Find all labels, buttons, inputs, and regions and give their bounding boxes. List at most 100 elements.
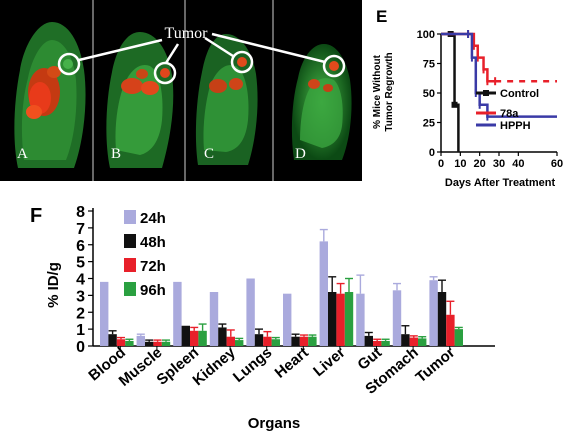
category-label: Liver — [310, 344, 349, 380]
bar-stomach-72h — [409, 337, 418, 346]
bar-lungs-48h — [254, 334, 264, 346]
tumor-label: Tumor — [165, 25, 209, 42]
category-label: Tumor — [412, 344, 458, 386]
bar-spleen-48h — [181, 325, 190, 346]
category-label: Lungs — [230, 344, 275, 386]
y-tick-label: 75 — [423, 59, 435, 71]
bar-stomach-48h — [401, 334, 410, 346]
legend-label-control: Control — [500, 88, 539, 100]
mouse-image-a — [14, 22, 86, 168]
legend-label-48h: 48h — [140, 234, 166, 251]
y-axis-label: % Mice WithoutTumor Regrowth — [372, 52, 395, 131]
tumor-circle-c — [230, 50, 254, 74]
legend-label-24h: 24h — [140, 210, 166, 227]
bar-heart-48h — [291, 336, 300, 346]
bar-gut-72h — [373, 340, 382, 346]
bar-spleen-72h — [190, 330, 199, 346]
bar-muscle-96h — [161, 341, 171, 346]
bar-lungs-72h — [263, 336, 272, 346]
y-tick-label: 0 — [429, 147, 435, 159]
bar-blood-72h — [116, 339, 126, 346]
bar-spleen-24h — [173, 281, 182, 346]
bar-liver-96h — [344, 292, 354, 346]
category-label: Heart — [272, 344, 312, 382]
imaging-panel: Tumor A B C D — [0, 0, 362, 181]
y-tick-label: 8 — [76, 204, 85, 221]
legend-label-78a: 78a — [500, 108, 519, 120]
y-tick-label: 50 — [423, 88, 435, 100]
legend-marker — [483, 90, 489, 96]
tumor-circle-b — [153, 61, 177, 85]
panel-letter-a: A — [17, 146, 28, 162]
x-tick-label: 40 — [512, 158, 524, 170]
y-tick-label: 100 — [417, 29, 435, 41]
x-tick-label: 60 — [551, 158, 563, 170]
panel-letter-c: C — [204, 146, 214, 162]
series-line-78a — [441, 32, 557, 83]
bar-tumor-48h — [437, 292, 447, 346]
bar-heart-24h — [283, 293, 292, 346]
bar-gut-48h — [364, 335, 373, 346]
category-label: Kidney — [189, 344, 239, 390]
legend-swatch-72h — [124, 258, 136, 272]
bar-heart-72h — [299, 336, 309, 346]
legend-swatch-24h — [124, 210, 136, 224]
panel-label-e: E — [376, 7, 387, 26]
y-axis-label: % ID/g — [45, 262, 62, 308]
bar-tumor-72h — [446, 314, 455, 346]
bar-kidney-96h — [235, 340, 244, 346]
mouse-image-d — [291, 44, 352, 160]
bar-lungs-24h — [246, 278, 255, 346]
y-tick-label: 7 — [76, 221, 85, 238]
x-axis-label: Organs — [248, 415, 301, 432]
tumor-circle-a — [57, 52, 81, 76]
bar-stomach-96h — [418, 338, 427, 346]
panel-letter-d: D — [295, 146, 306, 162]
x-tick-label: 20 — [474, 158, 486, 170]
x-tick-label: 10 — [454, 158, 466, 170]
bar-muscle-72h — [153, 341, 162, 346]
bar-heart-96h — [308, 336, 317, 346]
bar-kidney-24h — [209, 292, 219, 346]
bar-blood-24h — [100, 281, 109, 346]
y-tick-label: 3 — [76, 288, 85, 305]
y-tick-label: 5 — [76, 255, 85, 272]
bar-liver-48h — [328, 292, 337, 346]
legend-label-72h: 72h — [140, 258, 166, 275]
bar-liver-24h — [319, 241, 328, 346]
bar-kidney-72h — [226, 336, 235, 346]
x-tick-label: 30 — [493, 158, 505, 170]
legend-label-hpph: HPPH — [500, 120, 531, 132]
bar-kidney-48h — [218, 327, 227, 346]
bar-muscle-24h — [136, 335, 145, 346]
bar-gut-24h — [356, 293, 365, 346]
survival-chart: E % Mice WithoutTumor Regrowth Days Afte… — [372, 7, 563, 189]
bar-blood-48h — [108, 334, 117, 346]
mouse-image-b — [106, 32, 174, 168]
y-tick-label: 25 — [423, 118, 435, 130]
bar-tumor-96h — [454, 329, 463, 346]
tumor-pointer-line — [78, 38, 163, 62]
bar-lungs-96h — [271, 339, 280, 346]
tumor-pointer-line — [211, 32, 326, 64]
x-tick-label: 0 — [438, 158, 444, 170]
bar-liver-72h — [336, 293, 345, 346]
y-tick-label: 0 — [76, 339, 85, 356]
tumor-circle-d — [322, 54, 346, 78]
bar-spleen-96h — [198, 330, 207, 346]
series-line-control — [441, 32, 460, 152]
panel-letter-b: B — [111, 146, 121, 162]
bar-gut-96h — [381, 340, 390, 346]
x-axis-label: Days After Treatment — [445, 177, 556, 189]
bar-tumor-24h — [429, 280, 438, 346]
legend-swatch-96h — [124, 282, 136, 296]
tumor-pointer-line — [164, 43, 180, 64]
panel-label-f: F — [30, 205, 42, 227]
bar-muscle-48h — [145, 341, 154, 346]
tumor-pointer-line — [204, 36, 234, 58]
y-tick-label: 1 — [76, 322, 85, 339]
bar-stomach-24h — [392, 290, 402, 346]
legend-swatch-48h — [124, 234, 136, 248]
